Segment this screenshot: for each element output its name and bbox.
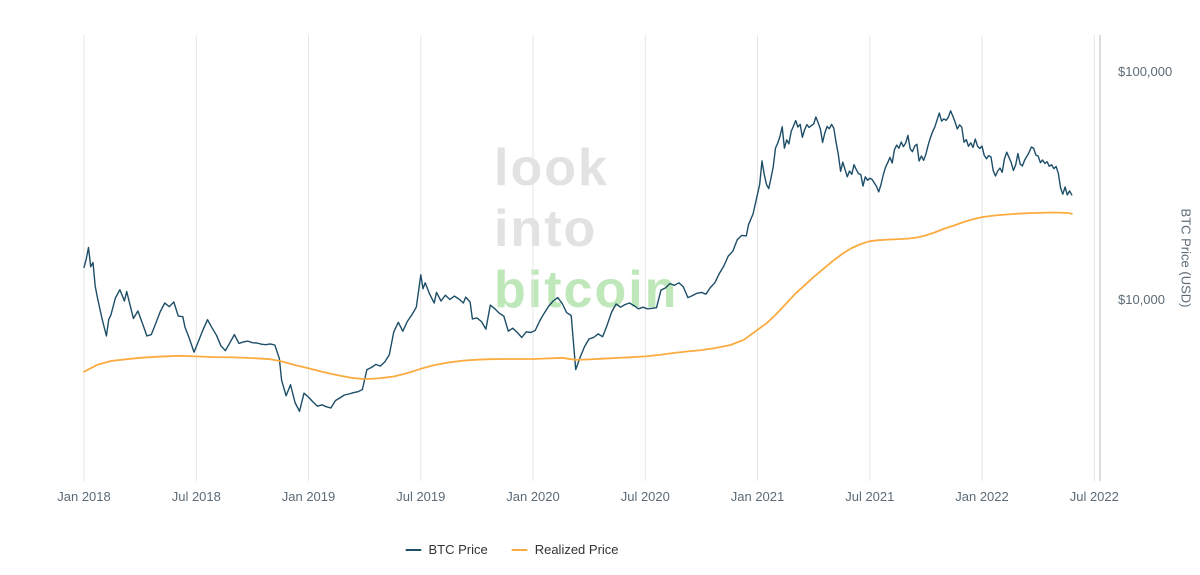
x-tick-label: Jan 2019 — [282, 489, 336, 504]
legend-item-btc-price[interactable]: BTC Price — [405, 542, 488, 557]
x-tick-label: Jul 2019 — [396, 489, 445, 504]
price-chart[interactable]: Jan 2018 Jul 2018 Jan 2019 Jul 2019 Jan 2020… — [0, 0, 1200, 515]
y-axis-title: BTC Price (USD) — [1178, 208, 1194, 308]
btc-price-line-swatch — [405, 548, 422, 551]
x-tick-label: Jan 2022 — [955, 489, 1009, 504]
x-tick-label: Jul 2020 — [621, 489, 670, 504]
x-tick-label: Jul 2021 — [845, 489, 894, 504]
legend: BTC Price Realized Price — [405, 542, 619, 557]
btc-price-line — [83, 110, 1073, 412]
legend-label-btc-price: BTC Price — [428, 542, 488, 557]
realized-price-line — [83, 211, 1073, 380]
y-tick-label: $10,000 — [1118, 292, 1165, 307]
x-tick-label: Jan 2020 — [506, 489, 560, 504]
x-tick-label: Jul 2022 — [1070, 489, 1119, 504]
x-tick-label: Jul 2018 — [172, 489, 221, 504]
x-tick-label: Jan 2018 — [57, 489, 111, 504]
y-tick-label: $100,000 — [1118, 64, 1172, 79]
legend-label-realized-price: Realized Price — [534, 542, 619, 557]
x-tick-label: Jan 2021 — [731, 489, 785, 504]
realized-price-line-swatch — [511, 548, 528, 551]
legend-item-realized-price[interactable]: Realized Price — [511, 542, 619, 557]
